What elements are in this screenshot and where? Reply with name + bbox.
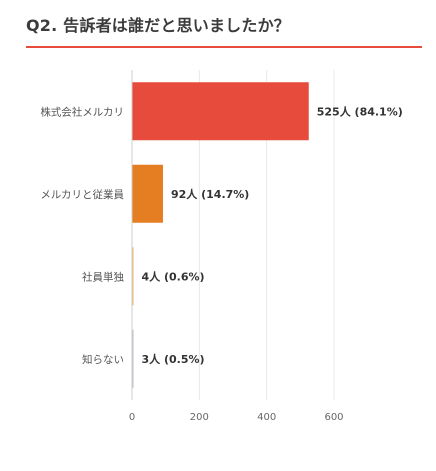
category-label: 社員単独 — [82, 270, 124, 283]
x-tick-label: 400 — [257, 412, 276, 423]
x-tick-label: 0 — [129, 412, 135, 423]
title-underline — [26, 46, 422, 48]
bar-4 — [132, 329, 134, 388]
question-title: Q2. 告訴者は誰だと思いましたか？ — [26, 16, 290, 35]
value-label: 525人 (84.1%) — [317, 104, 403, 118]
value-label: 4人 (0.6%) — [142, 269, 205, 283]
category-label: 知らない — [82, 353, 124, 366]
value-label: 92人 (14.7%) — [171, 187, 249, 201]
bar-3 — [132, 247, 134, 306]
value-label: 3人 (0.5%) — [142, 352, 205, 366]
x-tick-label: 200 — [190, 412, 209, 423]
x-tick-label: 600 — [324, 412, 343, 423]
category-label: メルカリと従業員 — [40, 188, 124, 201]
bar-2 — [132, 164, 163, 223]
category-label: 株式会社メルカリ — [40, 105, 124, 118]
bar-1 — [132, 82, 309, 141]
